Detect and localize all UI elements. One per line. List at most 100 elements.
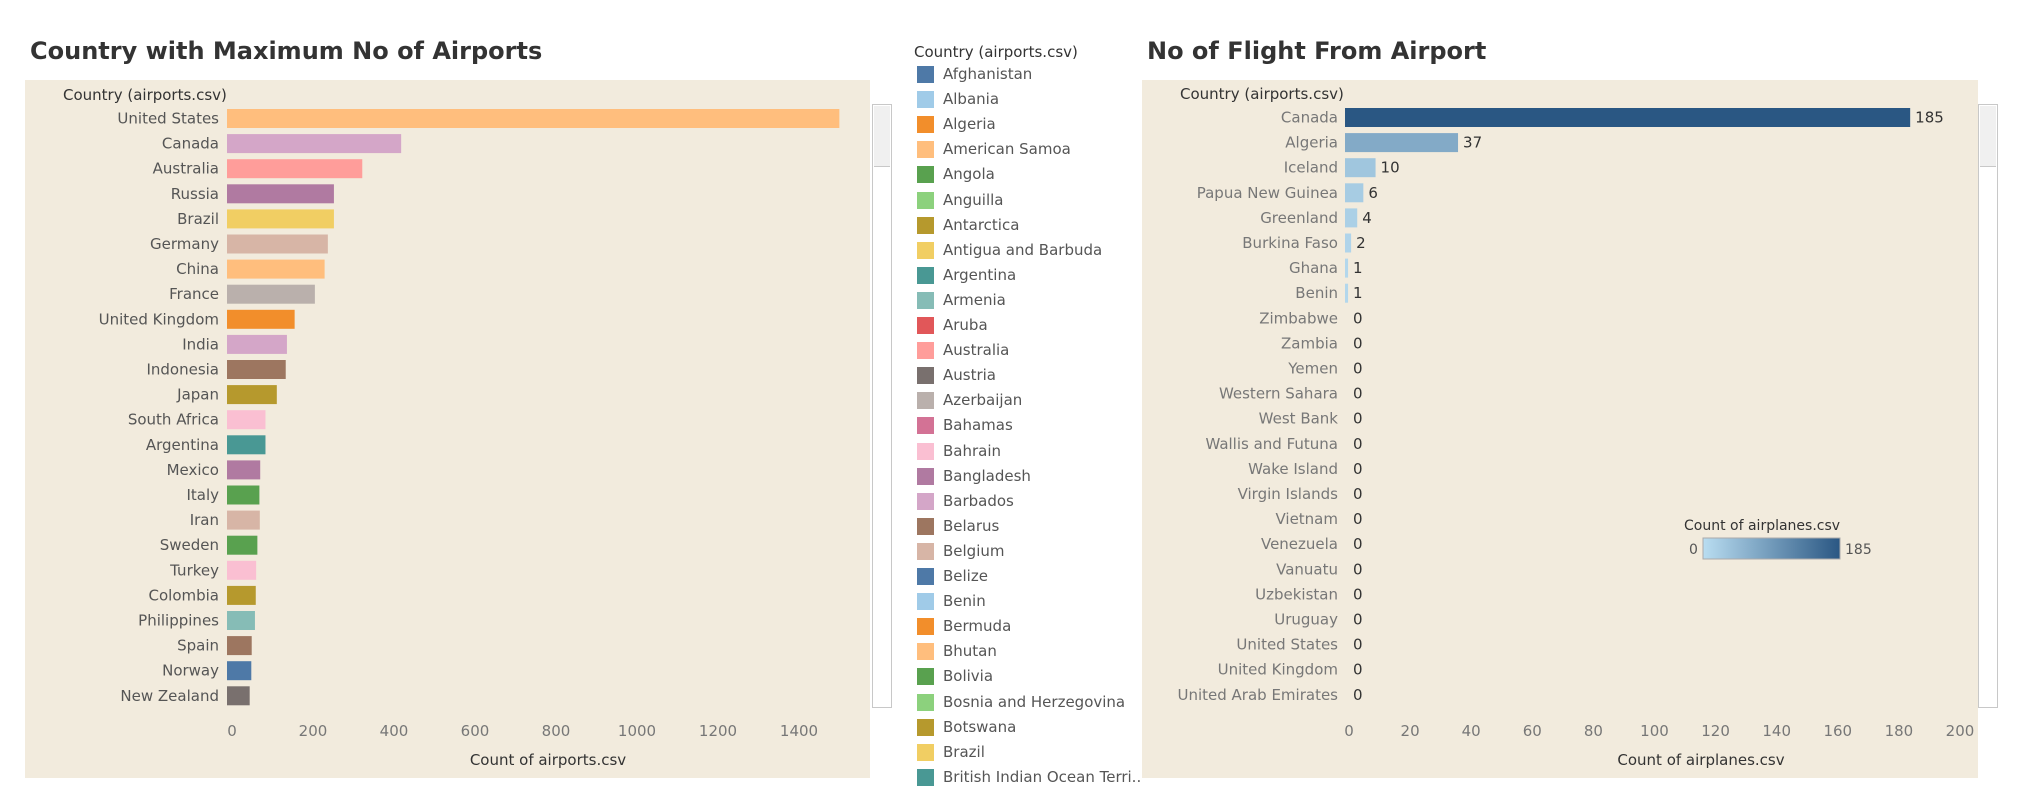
right-data-label: 0 [1353,460,1363,478]
legend-label: British Indian Ocean Terri.. [943,767,1142,786]
legend-label: Bermuda [943,617,1012,636]
legend-label: Bahrain [943,441,1002,460]
legend-swatch [917,668,934,686]
bar-canada[interactable] [227,134,402,154]
bar-burkina-faso[interactable] [1345,233,1352,253]
right-x-tick-label: 100 [1640,722,1669,740]
right-data-label: 0 [1353,485,1363,503]
right-x-tick-label: 0 [1344,722,1354,740]
legend-label: Australia [943,341,1010,360]
bar-iceland[interactable] [1345,158,1376,178]
right-category-label: United Kingdom [1218,661,1338,679]
bar-japan[interactable] [227,385,277,405]
right-scrollbar-thumb[interactable] [1980,106,1996,167]
right-category-label: Western Sahara [1219,385,1338,403]
right-data-label: 0 [1353,636,1363,654]
bar-new-zealand[interactable] [227,686,250,706]
right-x-tick-label: 200 [1946,722,1975,740]
bar-ghana[interactable] [1345,258,1349,278]
right-category-label: Venezuela [1261,535,1338,553]
right-category-label: United Arab Emirates [1177,686,1338,704]
legend-label: Bhutan [943,642,997,661]
bar-turkey[interactable] [227,560,257,580]
right-category-label: Papua New Guinea [1197,184,1338,202]
right-x-tick-label: 120 [1701,722,1730,740]
left-scrollbar[interactable] [872,104,892,708]
bar-australia[interactable] [227,159,363,179]
bar-germany[interactable] [227,234,328,254]
legend-swatch [917,768,934,786]
right-category-label: Wake Island [1248,460,1338,478]
bar-greenland[interactable] [1345,208,1358,228]
legend-swatch [917,91,934,109]
left-chart-panel [25,80,870,778]
legend-label: Belize [943,567,988,585]
legend-swatch [917,618,934,636]
right-category-label: Burkina Faso [1242,234,1338,252]
left-category-label: Argentina [146,436,219,454]
legend-label: Armenia [943,290,1006,309]
right-scrollbar[interactable] [1978,104,1998,708]
bar-italy[interactable] [227,485,260,505]
bar-norway[interactable] [227,661,252,681]
right-data-label: 0 [1353,686,1363,704]
right-category-label: Greenland [1260,209,1338,227]
bar-canada[interactable] [1345,108,1911,127]
bar-philippines[interactable] [227,611,255,630]
bar-sweden[interactable] [227,535,258,555]
bar-brazil[interactable] [227,209,334,229]
right-data-label: 2 [1356,234,1366,252]
right-category-label: Iceland [1284,159,1338,177]
legend-label: American Samoa [943,140,1071,159]
bar-spain[interactable] [227,636,252,656]
legend-label: Austria [943,366,996,385]
legend-label: Antigua and Barbuda [943,240,1103,259]
bar-algeria[interactable] [1345,133,1459,153]
legend-title: Country (airports.csv) [914,43,1078,61]
left-x-axis-label: Count of airports.csv [470,751,626,769]
bar-united-kingdom[interactable] [227,309,295,329]
left-x-tick-label: 800 [542,722,571,740]
bar-india[interactable] [227,334,287,354]
legend-swatch [917,542,934,560]
right-row-header: Country (airports.csv) [1180,85,1344,103]
left-row-header: Country (airports.csv) [63,86,227,104]
bar-papua-new-guinea[interactable] [1345,183,1364,203]
bar-colombia[interactable] [227,585,256,605]
right-chart-title: No of Flight From Airport [1147,37,1487,65]
right-data-label: 0 [1353,661,1363,679]
right-data-label: 185 [1915,109,1944,127]
bar-china[interactable] [227,259,325,279]
right-data-label: 0 [1353,585,1363,603]
right-data-label: 0 [1353,560,1363,578]
left-category-label: Colombia [149,586,220,604]
legend-swatch [917,141,934,159]
left-x-tick-label: 1000 [618,722,656,740]
legend-label: Benin [943,592,986,611]
left-category-label: China [176,260,219,278]
legend-swatch [917,116,934,134]
left-category-label: India [182,335,219,353]
bar-argentina[interactable] [227,435,266,455]
bar-russia[interactable] [227,184,334,204]
legend-label: Albania [943,90,1000,109]
bar-south-africa[interactable] [227,410,266,430]
bar-mexico[interactable] [227,460,261,480]
bar-benin[interactable] [1345,283,1349,303]
bar-indonesia[interactable] [227,360,286,379]
left-chart-svg: Country (airports.csv) United States Cana… [63,86,840,769]
legend-swatch [917,517,934,535]
legend-swatch [917,442,934,460]
legend-label: Bahamas [943,416,1013,435]
legend-swatch [917,191,934,209]
color-scale-title: Count of airplanes.csv [1684,518,1840,534]
left-category-label: New Zealand [120,687,219,705]
legend-swatch [917,643,934,661]
bar-iran[interactable] [227,510,260,530]
bar-united-states[interactable] [227,109,840,128]
left-category-label: Sweden [160,536,219,554]
right-data-label: 4 [1362,209,1372,227]
left-scrollbar-thumb[interactable] [874,106,890,167]
right-data-label: 0 [1353,435,1363,453]
bar-france[interactable] [227,284,315,304]
